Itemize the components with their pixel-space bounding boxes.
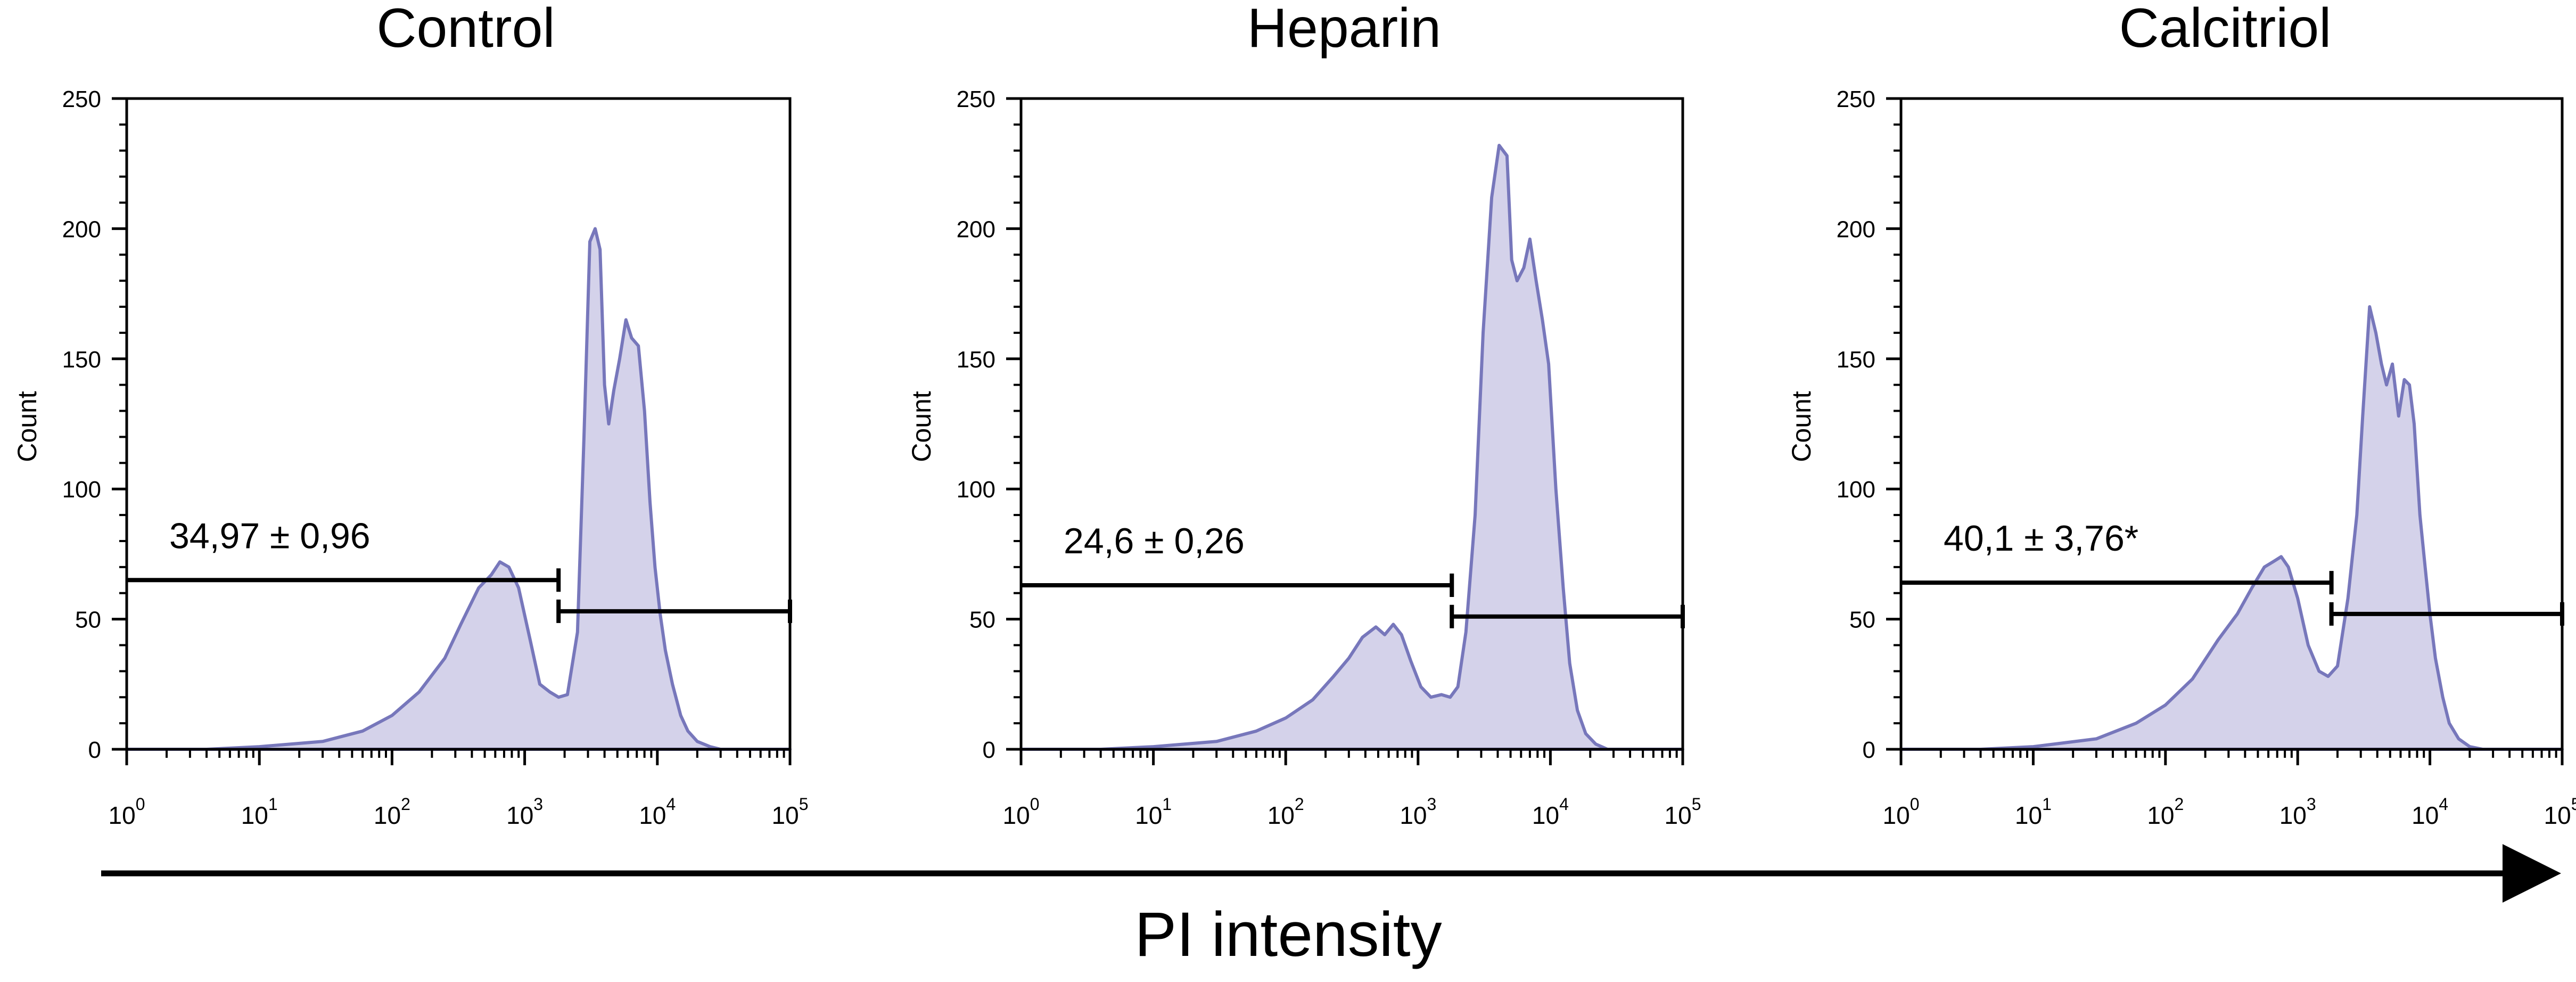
histogram-area — [1899, 305, 2564, 751]
plot-frame — [125, 97, 792, 751]
x-tick-exponent: 5 — [2571, 795, 2576, 814]
x-tick-base: 10 — [2147, 801, 2174, 829]
x-tick-base: 10 — [506, 801, 533, 829]
x-tick-base: 10 — [109, 801, 136, 829]
y-axis-label: Count — [12, 391, 42, 462]
x-tick-exponent: 5 — [799, 795, 809, 814]
y-axis-label: Count — [1787, 391, 1816, 462]
x-tick-label: 101 — [1135, 795, 1172, 829]
x-tick-base: 10 — [1135, 801, 1162, 829]
y-tick-label: 250 — [957, 86, 995, 112]
x-tick-exponent: 0 — [1030, 795, 1040, 814]
y-tick-label: 100 — [62, 477, 101, 503]
x-tick-exponent: 3 — [2307, 795, 2316, 814]
x-tick-base: 10 — [1532, 801, 1559, 829]
y-tick-label: 200 — [957, 216, 995, 242]
y-tick-label: 250 — [62, 86, 101, 112]
x-tick-exponent: 2 — [401, 795, 410, 814]
x-tick-label: 100 — [1003, 795, 1040, 829]
x-tick-base: 10 — [2015, 801, 2042, 829]
x-tick-label: 100 — [109, 795, 145, 829]
y-tick-label: 250 — [1837, 86, 1875, 112]
x-tick-base: 10 — [772, 801, 799, 829]
x-tick-base: 10 — [374, 801, 401, 829]
y-tick-label: 50 — [1849, 607, 1875, 633]
y-tick-label: 200 — [62, 216, 101, 242]
y-tick-label: 50 — [75, 607, 101, 633]
chart-title: Heparin — [1247, 0, 1441, 59]
x-tick-exponent: 1 — [268, 795, 278, 814]
x-tick-base: 10 — [1883, 801, 1910, 829]
x-tick-label: 101 — [2015, 795, 2052, 829]
x-tick-exponent: 2 — [2174, 795, 2184, 814]
x-tick-base: 10 — [639, 801, 666, 829]
x-tick-exponent: 0 — [1910, 795, 1920, 814]
x-tick-base: 10 — [1400, 801, 1427, 829]
x-tick-label: 102 — [2147, 795, 2184, 829]
x-tick-label: 102 — [1268, 795, 1304, 829]
x-tick-exponent: 3 — [1427, 795, 1436, 814]
chart-title: Control — [376, 0, 555, 59]
x-tick-base: 10 — [1268, 801, 1295, 829]
x-tick-label: 105 — [772, 795, 809, 829]
y-tick-label: 0 — [88, 737, 101, 763]
x-axis-label: PI intensity — [1134, 899, 1442, 970]
x-tick-exponent: 1 — [2042, 795, 2052, 814]
x-tick-label: 102 — [374, 795, 410, 829]
x-tick-exponent: 2 — [1295, 795, 1304, 814]
histogram-area — [1019, 144, 1684, 751]
x-tick-exponent: 3 — [533, 795, 543, 814]
gate-percentage-label: 24,6 ± 0,26 — [1064, 521, 1245, 561]
y-tick-label: 0 — [983, 737, 995, 763]
x-tick-exponent: 4 — [1559, 795, 1569, 814]
y-tick-label: 100 — [1837, 477, 1875, 503]
x-tick-label: 103 — [506, 795, 543, 829]
x-tick-label: 103 — [2279, 795, 2316, 829]
plot-frame — [1899, 97, 2564, 751]
x-tick-label: 101 — [241, 795, 278, 829]
x-tick-exponent: 1 — [1162, 795, 1172, 814]
x-tick-label: 105 — [2544, 795, 2576, 829]
x-tick-label: 104 — [2412, 795, 2448, 829]
x-tick-base: 10 — [1003, 801, 1030, 829]
x-tick-label: 105 — [1665, 795, 1701, 829]
x-tick-label: 100 — [1883, 795, 1920, 829]
x-tick-base: 10 — [1665, 801, 1692, 829]
y-tick-label: 0 — [1863, 737, 1875, 763]
x-tick-label: 104 — [1532, 795, 1569, 829]
x-tick-base: 10 — [2279, 801, 2307, 829]
plot-frame — [1019, 97, 1684, 751]
x-tick-label: 103 — [1400, 795, 1436, 829]
x-tick-base: 10 — [241, 801, 268, 829]
x-tick-exponent: 4 — [666, 795, 676, 814]
y-tick-label: 50 — [969, 607, 995, 633]
y-axis-label: Count — [907, 391, 936, 462]
y-tick-label: 150 — [957, 347, 995, 373]
gate-percentage-label: 40,1 ± 3,76* — [1944, 518, 2138, 559]
gate-percentage-label: 34,97 ± 0,96 — [169, 515, 371, 556]
x-tick-exponent: 4 — [2439, 795, 2448, 814]
x-tick-label: 104 — [639, 795, 676, 829]
y-tick-label: 150 — [1837, 347, 1875, 373]
x-tick-exponent: 5 — [1692, 795, 1701, 814]
x-tick-base: 10 — [2412, 801, 2439, 829]
histogram-area — [125, 227, 792, 751]
chart-title: Calcitriol — [2119, 0, 2332, 59]
x-tick-exponent: 0 — [136, 795, 145, 814]
y-tick-label: 200 — [1837, 216, 1875, 242]
x-tick-base: 10 — [2544, 801, 2571, 829]
y-tick-label: 150 — [62, 347, 101, 373]
y-tick-label: 100 — [957, 477, 995, 503]
